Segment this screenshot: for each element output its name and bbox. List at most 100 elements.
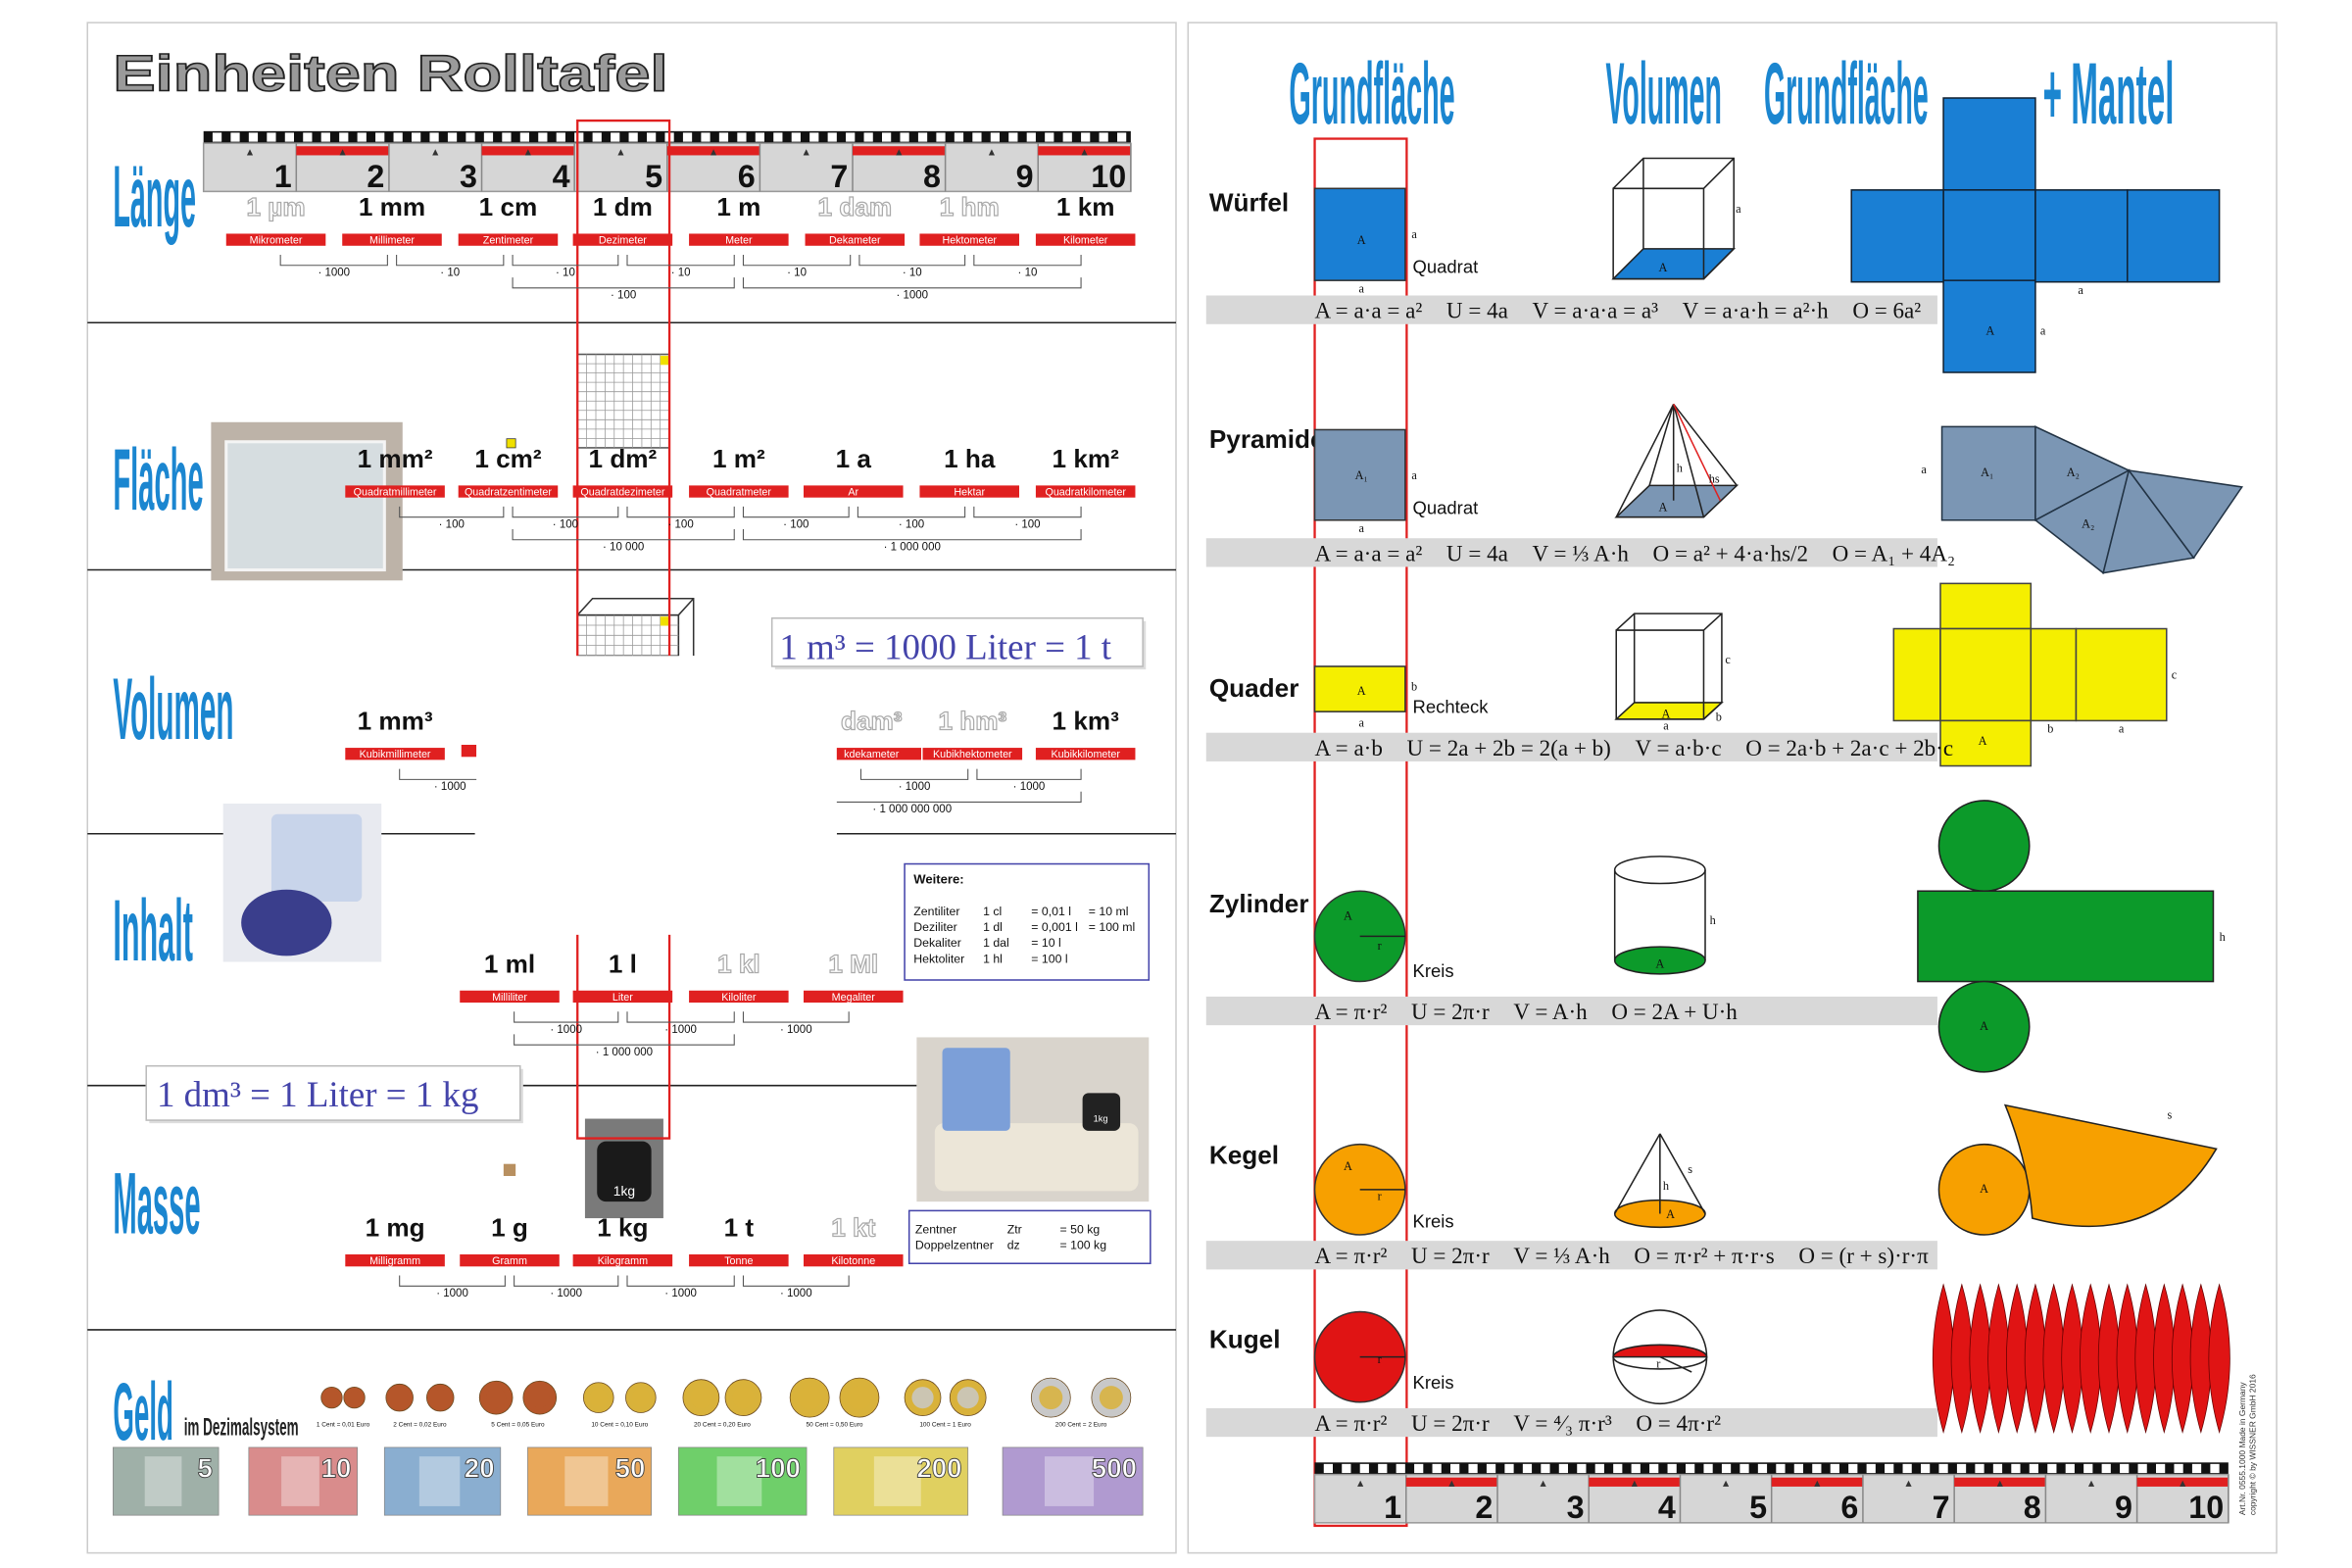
unit: 1 kg bbox=[597, 1213, 648, 1243]
bracket bbox=[512, 255, 619, 267]
net-face bbox=[1917, 890, 2215, 983]
unit-name-bar bbox=[460, 990, 560, 1004]
net-face bbox=[1892, 627, 1941, 722]
net-face bbox=[1987, 1283, 2010, 1434]
ruler-strip-cell bbox=[611, 132, 620, 142]
dimension-letter: a bbox=[2040, 324, 2046, 338]
coin-center bbox=[690, 1387, 712, 1409]
unit-name: Kubikmillimeter bbox=[360, 749, 431, 760]
net-face bbox=[2189, 1283, 2212, 1434]
ruler-strip-cell bbox=[846, 132, 856, 142]
dimension-letter: r bbox=[1378, 939, 1382, 953]
unit-name-bar bbox=[572, 485, 673, 498]
dimension-letter: b bbox=[1411, 680, 1417, 694]
ruler-bottom-strip-cell bbox=[1938, 1463, 1948, 1474]
dimension-letter: a bbox=[1921, 463, 1927, 476]
ruler-bottom-strip-cell bbox=[1740, 1463, 1749, 1474]
formula: A = π·r² bbox=[1315, 1410, 1388, 1436]
banknote bbox=[1002, 1446, 1144, 1516]
ruler-strip-cell bbox=[429, 132, 439, 142]
dimension-letter: h bbox=[1710, 913, 1716, 927]
formula: O = 4π·r² bbox=[1636, 1410, 1721, 1436]
unit-name-bar bbox=[225, 233, 326, 246]
dimension-letter: A bbox=[1655, 957, 1664, 971]
solid bbox=[1614, 1133, 1706, 1214]
unit-name-bar bbox=[689, 990, 789, 1004]
ruler-bottom-strip-cell bbox=[1468, 1463, 1478, 1474]
net-face bbox=[2042, 1283, 2065, 1434]
info-box bbox=[907, 1209, 1152, 1264]
section-label: Masse bbox=[113, 1153, 200, 1251]
unit-name-bar bbox=[919, 485, 1019, 498]
formula: O = 2A + U·h bbox=[1611, 999, 1738, 1024]
unit-name: Ar bbox=[848, 486, 858, 498]
unit-name-bar-fragment bbox=[461, 745, 477, 758]
coin-center bbox=[956, 1387, 979, 1409]
unit: 1 cm² bbox=[474, 444, 542, 473]
dimension-letter: a bbox=[1358, 716, 1364, 730]
ruler-number: 2 bbox=[367, 159, 384, 194]
ruler-strip-cell bbox=[791, 132, 801, 142]
info-cell: Doppelzentner bbox=[915, 1239, 994, 1252]
ruler-strip-cell bbox=[1045, 132, 1054, 142]
factor: · 100 bbox=[783, 518, 808, 530]
net-face bbox=[2075, 627, 2168, 722]
coin-center bbox=[348, 1391, 361, 1404]
unit-name-bar bbox=[572, 233, 673, 246]
factor: · 1000 bbox=[780, 1288, 812, 1299]
net-face bbox=[1942, 97, 2036, 191]
coin-label: 10 Cent = 0,10 Euro bbox=[591, 1421, 648, 1428]
net-face bbox=[2006, 1283, 2029, 1434]
unit-name: Hektar bbox=[954, 486, 985, 498]
coin-center bbox=[431, 1389, 449, 1406]
factor: · 1 000 000 000 bbox=[872, 804, 952, 815]
factor: · 1 000 000 bbox=[884, 542, 941, 554]
dimension-letter: A bbox=[1658, 261, 1667, 274]
net-face bbox=[2116, 1283, 2138, 1434]
formula: U = 2π·r bbox=[1411, 999, 1490, 1024]
unit: 1 Ml bbox=[828, 949, 878, 978]
formula-band bbox=[1205, 1241, 1937, 1270]
unit-name: Quadratzentimeter bbox=[465, 486, 552, 498]
geld-title: Geld bbox=[113, 1366, 173, 1457]
banknote-value: 10 bbox=[321, 1453, 352, 1484]
formula: U = 2π·r bbox=[1411, 1410, 1490, 1436]
ruler-strip-cell bbox=[592, 132, 602, 142]
bracket bbox=[626, 255, 735, 267]
ruler-bottom-number: 10 bbox=[2188, 1490, 2224, 1525]
ruler-strip-cell bbox=[701, 132, 710, 142]
factor: · 100 bbox=[899, 518, 924, 530]
banknote-arch bbox=[1045, 1456, 1095, 1506]
ruler-bottom-number: 1 bbox=[1384, 1490, 1401, 1525]
net-face bbox=[1942, 189, 2036, 283]
dimension-letter: h bbox=[2220, 930, 2226, 944]
ruler-bottom-strip-cell bbox=[1757, 1463, 1768, 1474]
banknote bbox=[383, 1446, 502, 1516]
info-cell: Zentiliter bbox=[913, 905, 959, 918]
solid bbox=[1615, 403, 1738, 518]
bracket bbox=[973, 255, 1082, 267]
ruler-bottom-number: 6 bbox=[1840, 1490, 1858, 1525]
shape-name: Kugel bbox=[1209, 1324, 1281, 1353]
ruler-marker bbox=[988, 149, 995, 156]
photo-scale-weight bbox=[1082, 1093, 1121, 1131]
ruler-bottom-strip-cell bbox=[1414, 1463, 1424, 1474]
ruler-bottom-strip-cell bbox=[1504, 1463, 1514, 1474]
header: + Mantel bbox=[2043, 44, 2175, 142]
info-cell: Zentner bbox=[915, 1222, 956, 1236]
grid-marker bbox=[660, 356, 670, 366]
ruler-strip-cell bbox=[972, 132, 982, 142]
ruler-bottom-strip-cell bbox=[1649, 1463, 1659, 1474]
formula: 1 m³ = 1000 Liter = 1 t bbox=[779, 626, 1111, 666]
radius bbox=[1659, 1355, 1692, 1373]
unit-name: Gramm bbox=[492, 1255, 527, 1267]
ruler-bottom-number: 2 bbox=[1475, 1490, 1493, 1525]
ruler-bottom-strip-cell bbox=[1486, 1463, 1496, 1474]
net-face bbox=[2127, 468, 2244, 560]
footer: copyright © by WISSNER GmbH 2016 bbox=[2248, 1374, 2258, 1515]
net-face bbox=[1940, 425, 2036, 521]
ruler-bottom-strip-cell bbox=[1396, 1463, 1405, 1474]
ruler-strip-cell bbox=[502, 132, 512, 142]
dimension-letter: r bbox=[1378, 1190, 1382, 1203]
unit-name: Kiloliter bbox=[721, 992, 757, 1004]
